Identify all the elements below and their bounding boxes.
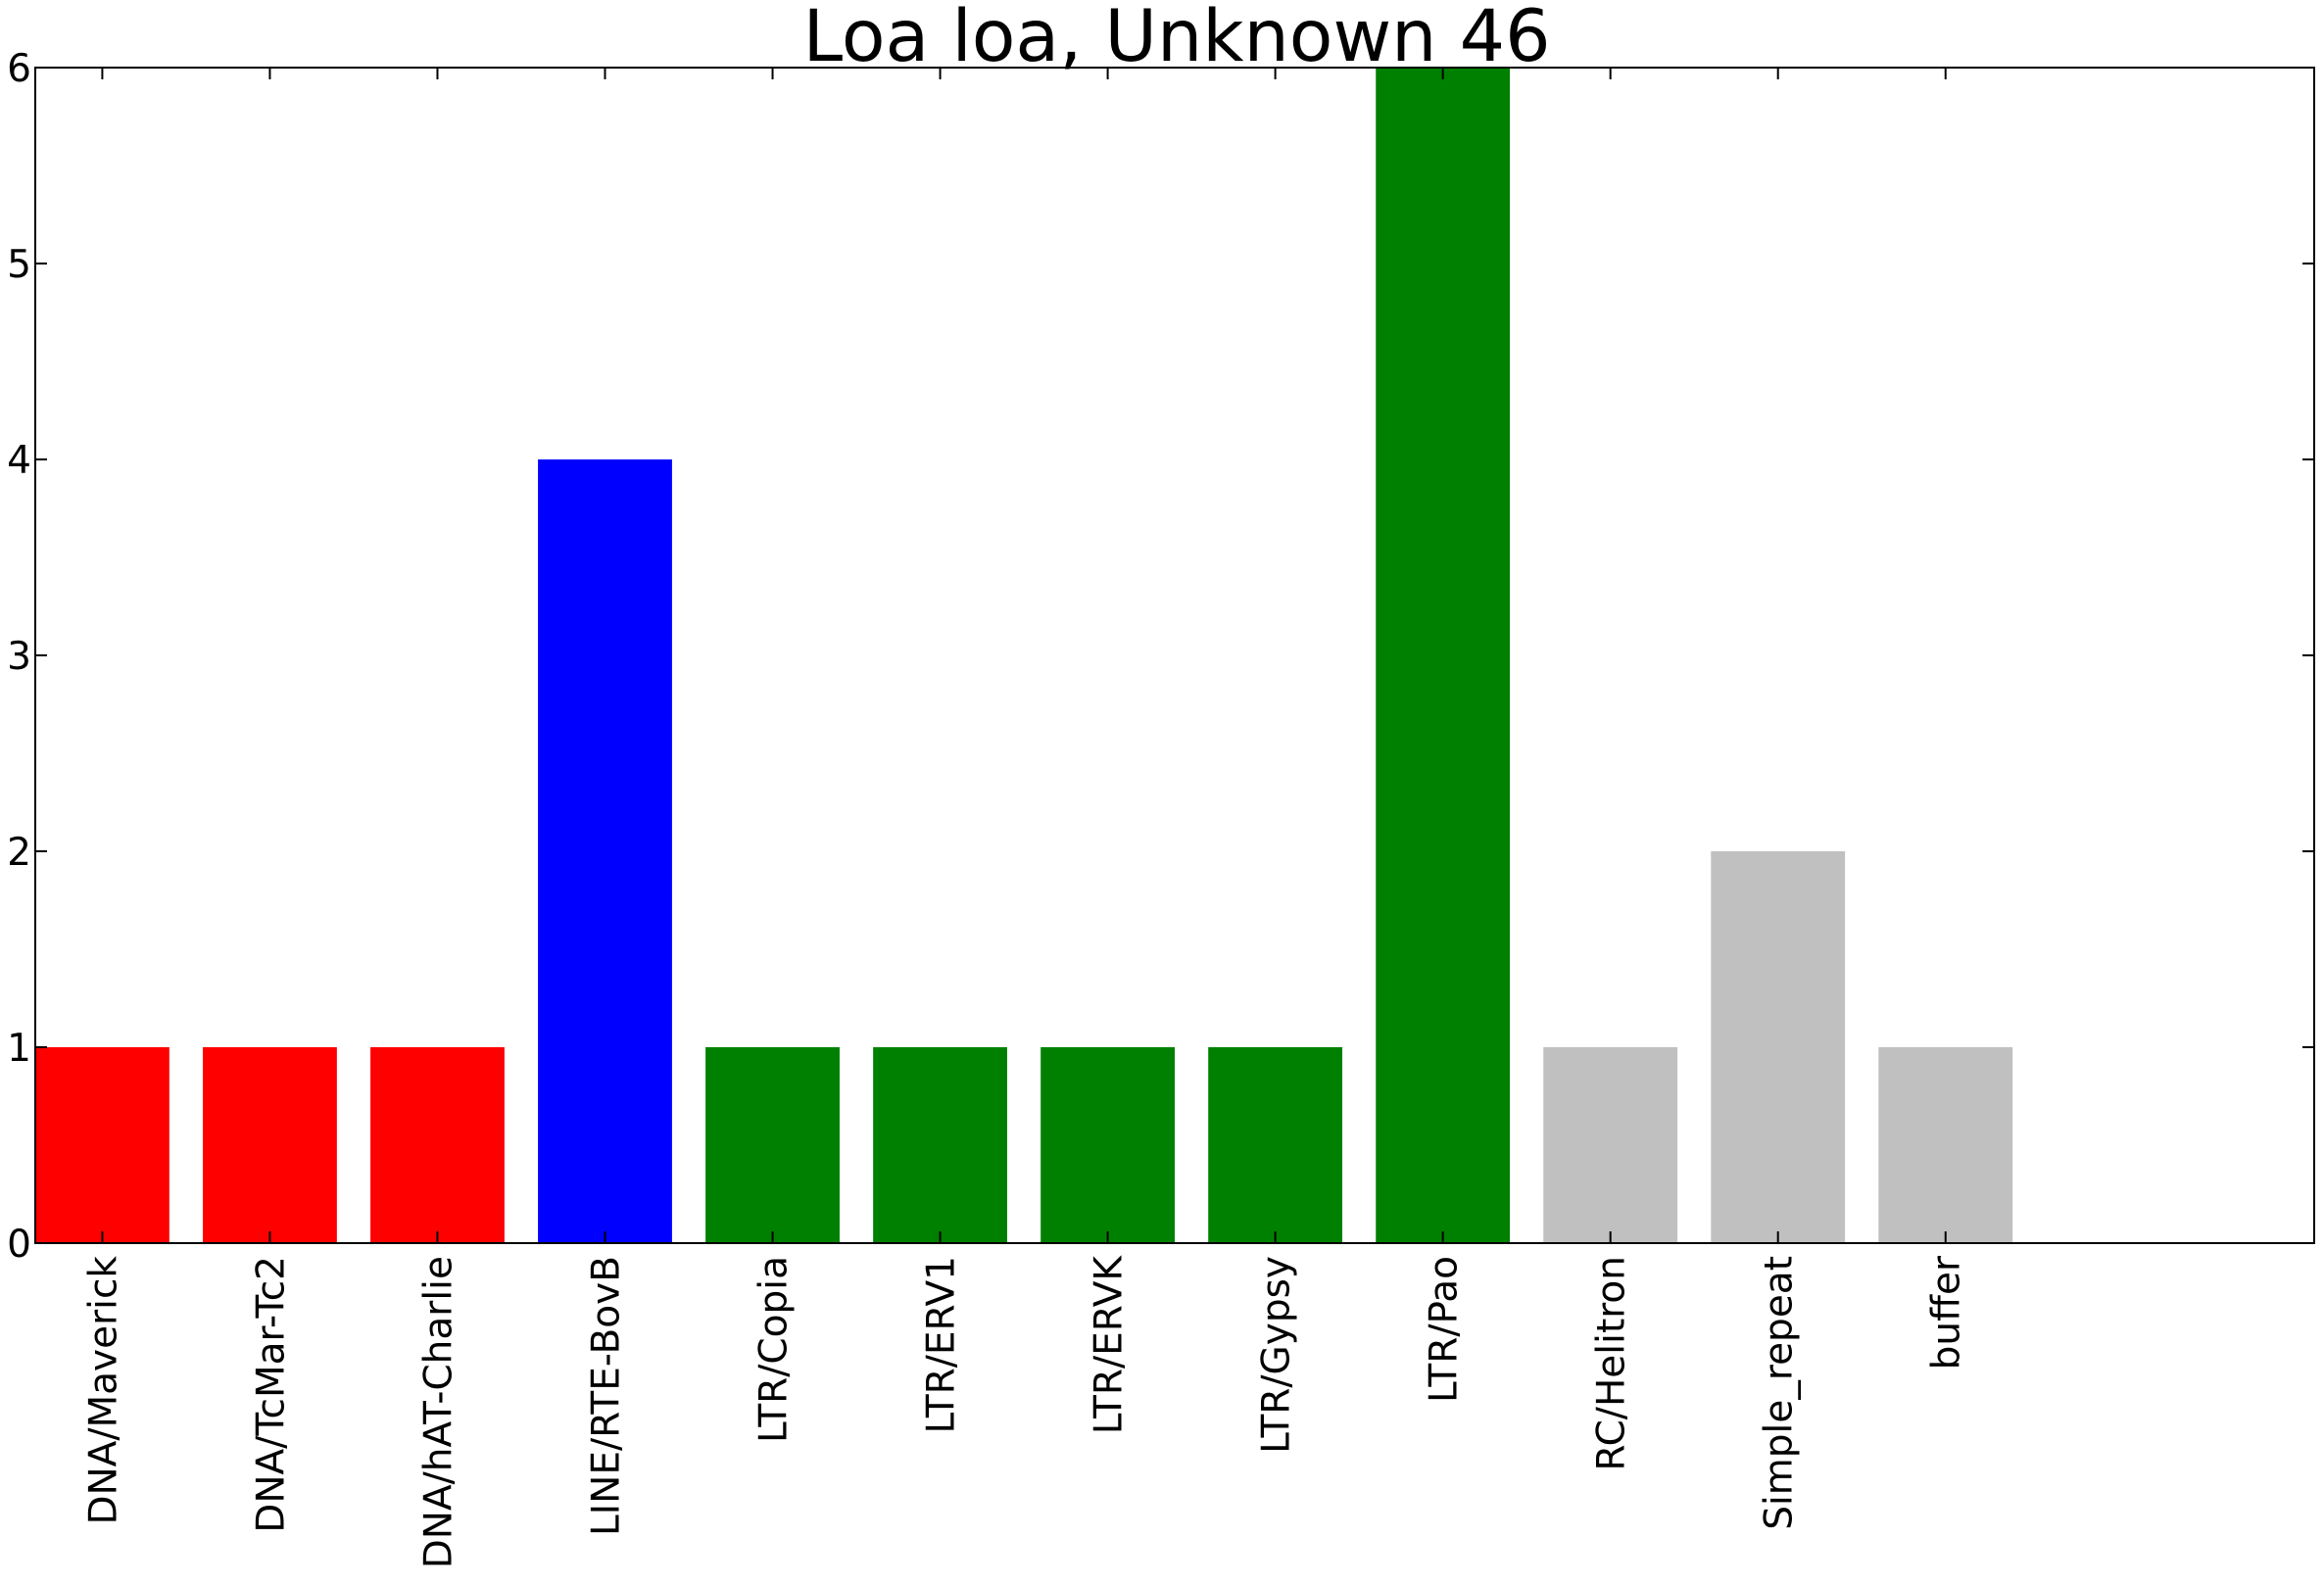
x-axis-tick-labels: DNA/Maverick DNA/TcMar-Tc2 DNA/hAT-Charlie… xyxy=(81,1255,1968,1569)
bar-ltr-erv1 xyxy=(873,1047,1007,1243)
x-tick-label: LTR/ERVK xyxy=(1088,1255,1132,1435)
y-tick-label: 2 xyxy=(7,831,31,875)
y-tick-label: 1 xyxy=(7,1027,31,1071)
y-tick-label: 3 xyxy=(7,635,31,679)
bar-line-rte-bovb xyxy=(538,459,672,1243)
bar-dna-maverick xyxy=(35,1047,169,1243)
x-tick-label: LTR/Copia xyxy=(752,1256,797,1443)
x-tick-label: Simple_repeat xyxy=(1758,1256,1802,1530)
x-tick-label: RC/Helitron xyxy=(1590,1256,1634,1471)
bar-simple-repeat xyxy=(1711,851,1846,1243)
x-tick-label: DNA/hAT-Charlie xyxy=(416,1256,460,1568)
x-tick-label: LTR/ERV1 xyxy=(920,1256,964,1434)
x-tick-label: LTR/Pao xyxy=(1423,1256,1467,1403)
bar-buffer xyxy=(1878,1047,2013,1243)
x-tick-label: LINE/RTE-BovB xyxy=(585,1256,629,1536)
chart-title: Loa loa, Unknown 46 xyxy=(802,0,1550,78)
x-tick-label: DNA/TcMar-Tc2 xyxy=(249,1256,293,1533)
bar-dna-tcmar-tc2 xyxy=(203,1047,337,1243)
x-tick-label: LTR/Gypsy xyxy=(1255,1256,1299,1454)
x-tick-label: DNA/Maverick xyxy=(81,1256,125,1525)
bar-ltr-pao xyxy=(1376,68,1511,1243)
bar-dna-hat-charlie xyxy=(370,1047,505,1243)
x-tick-label: buffer xyxy=(1925,1255,1969,1370)
bar-rc-helitron xyxy=(1543,1047,1678,1243)
bar-ltr-gypsy xyxy=(1208,1047,1343,1243)
y-axis-tick-labels: 0 1 2 3 4 5 6 xyxy=(7,47,31,1267)
bar-ltr-ervk xyxy=(1041,1047,1175,1243)
y-tick-label: 6 xyxy=(7,47,31,91)
bar-ltr-copia xyxy=(705,1047,840,1243)
bars xyxy=(35,68,2013,1243)
y-tick-label: 4 xyxy=(7,439,31,483)
y-tick-label: 0 xyxy=(7,1223,31,1267)
y-tick-label: 5 xyxy=(7,243,31,287)
axis-ticks xyxy=(35,67,2314,1244)
